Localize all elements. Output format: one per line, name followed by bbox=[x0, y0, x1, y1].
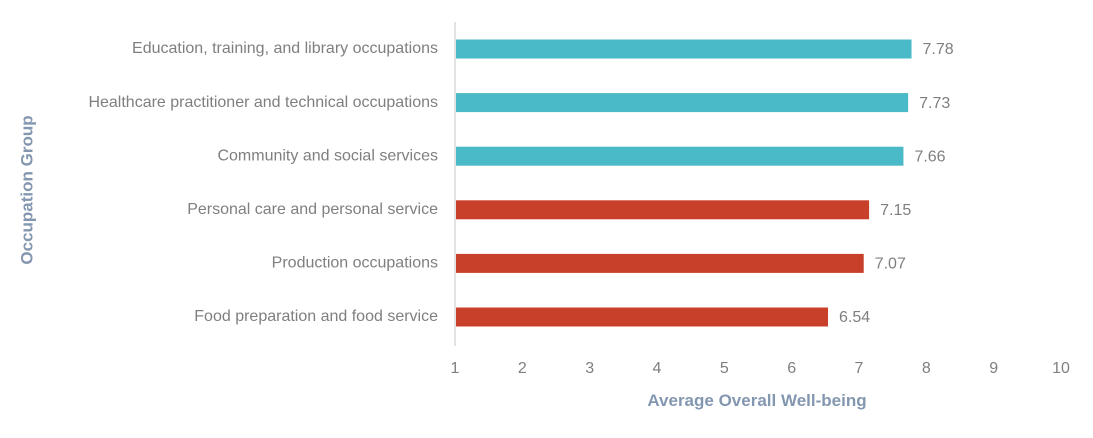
category-label: Production occupations bbox=[272, 255, 438, 272]
x-tick-label: 2 bbox=[518, 360, 527, 377]
bar bbox=[456, 307, 829, 327]
x-tick-label: 3 bbox=[585, 360, 594, 377]
bar bbox=[456, 200, 870, 220]
bar bbox=[456, 253, 864, 273]
bar bbox=[456, 146, 904, 166]
category-label: Food preparation and food service bbox=[194, 308, 438, 325]
bar bbox=[456, 93, 909, 113]
bar bbox=[456, 39, 912, 59]
x-axis-title: Average Overall Well-being bbox=[647, 391, 866, 410]
category-label: Personal care and personal service bbox=[187, 201, 438, 218]
data-label: 7.78 bbox=[923, 41, 954, 58]
data-label: 7.15 bbox=[880, 202, 911, 219]
x-tick-label: 10 bbox=[1052, 360, 1070, 377]
x-tick-label: 7 bbox=[855, 360, 864, 377]
x-tick-label: 1 bbox=[451, 360, 460, 377]
x-tick-label: 8 bbox=[922, 360, 931, 377]
x-tick-label: 6 bbox=[787, 360, 796, 377]
data-label: 6.54 bbox=[839, 309, 870, 326]
data-label: 7.73 bbox=[919, 95, 950, 112]
category-label: Education, training, and library occupat… bbox=[132, 40, 438, 57]
x-tick-label: 9 bbox=[989, 360, 998, 377]
x-tick-label: 4 bbox=[653, 360, 662, 377]
y-axis-title: Occupation Group bbox=[17, 115, 36, 264]
category-label: Community and social services bbox=[217, 147, 438, 164]
x-tick-label: 5 bbox=[720, 360, 729, 377]
data-label: 7.66 bbox=[914, 148, 945, 165]
category-label: Healthcare practitioner and technical oc… bbox=[88, 94, 438, 111]
data-label: 7.07 bbox=[875, 256, 906, 273]
